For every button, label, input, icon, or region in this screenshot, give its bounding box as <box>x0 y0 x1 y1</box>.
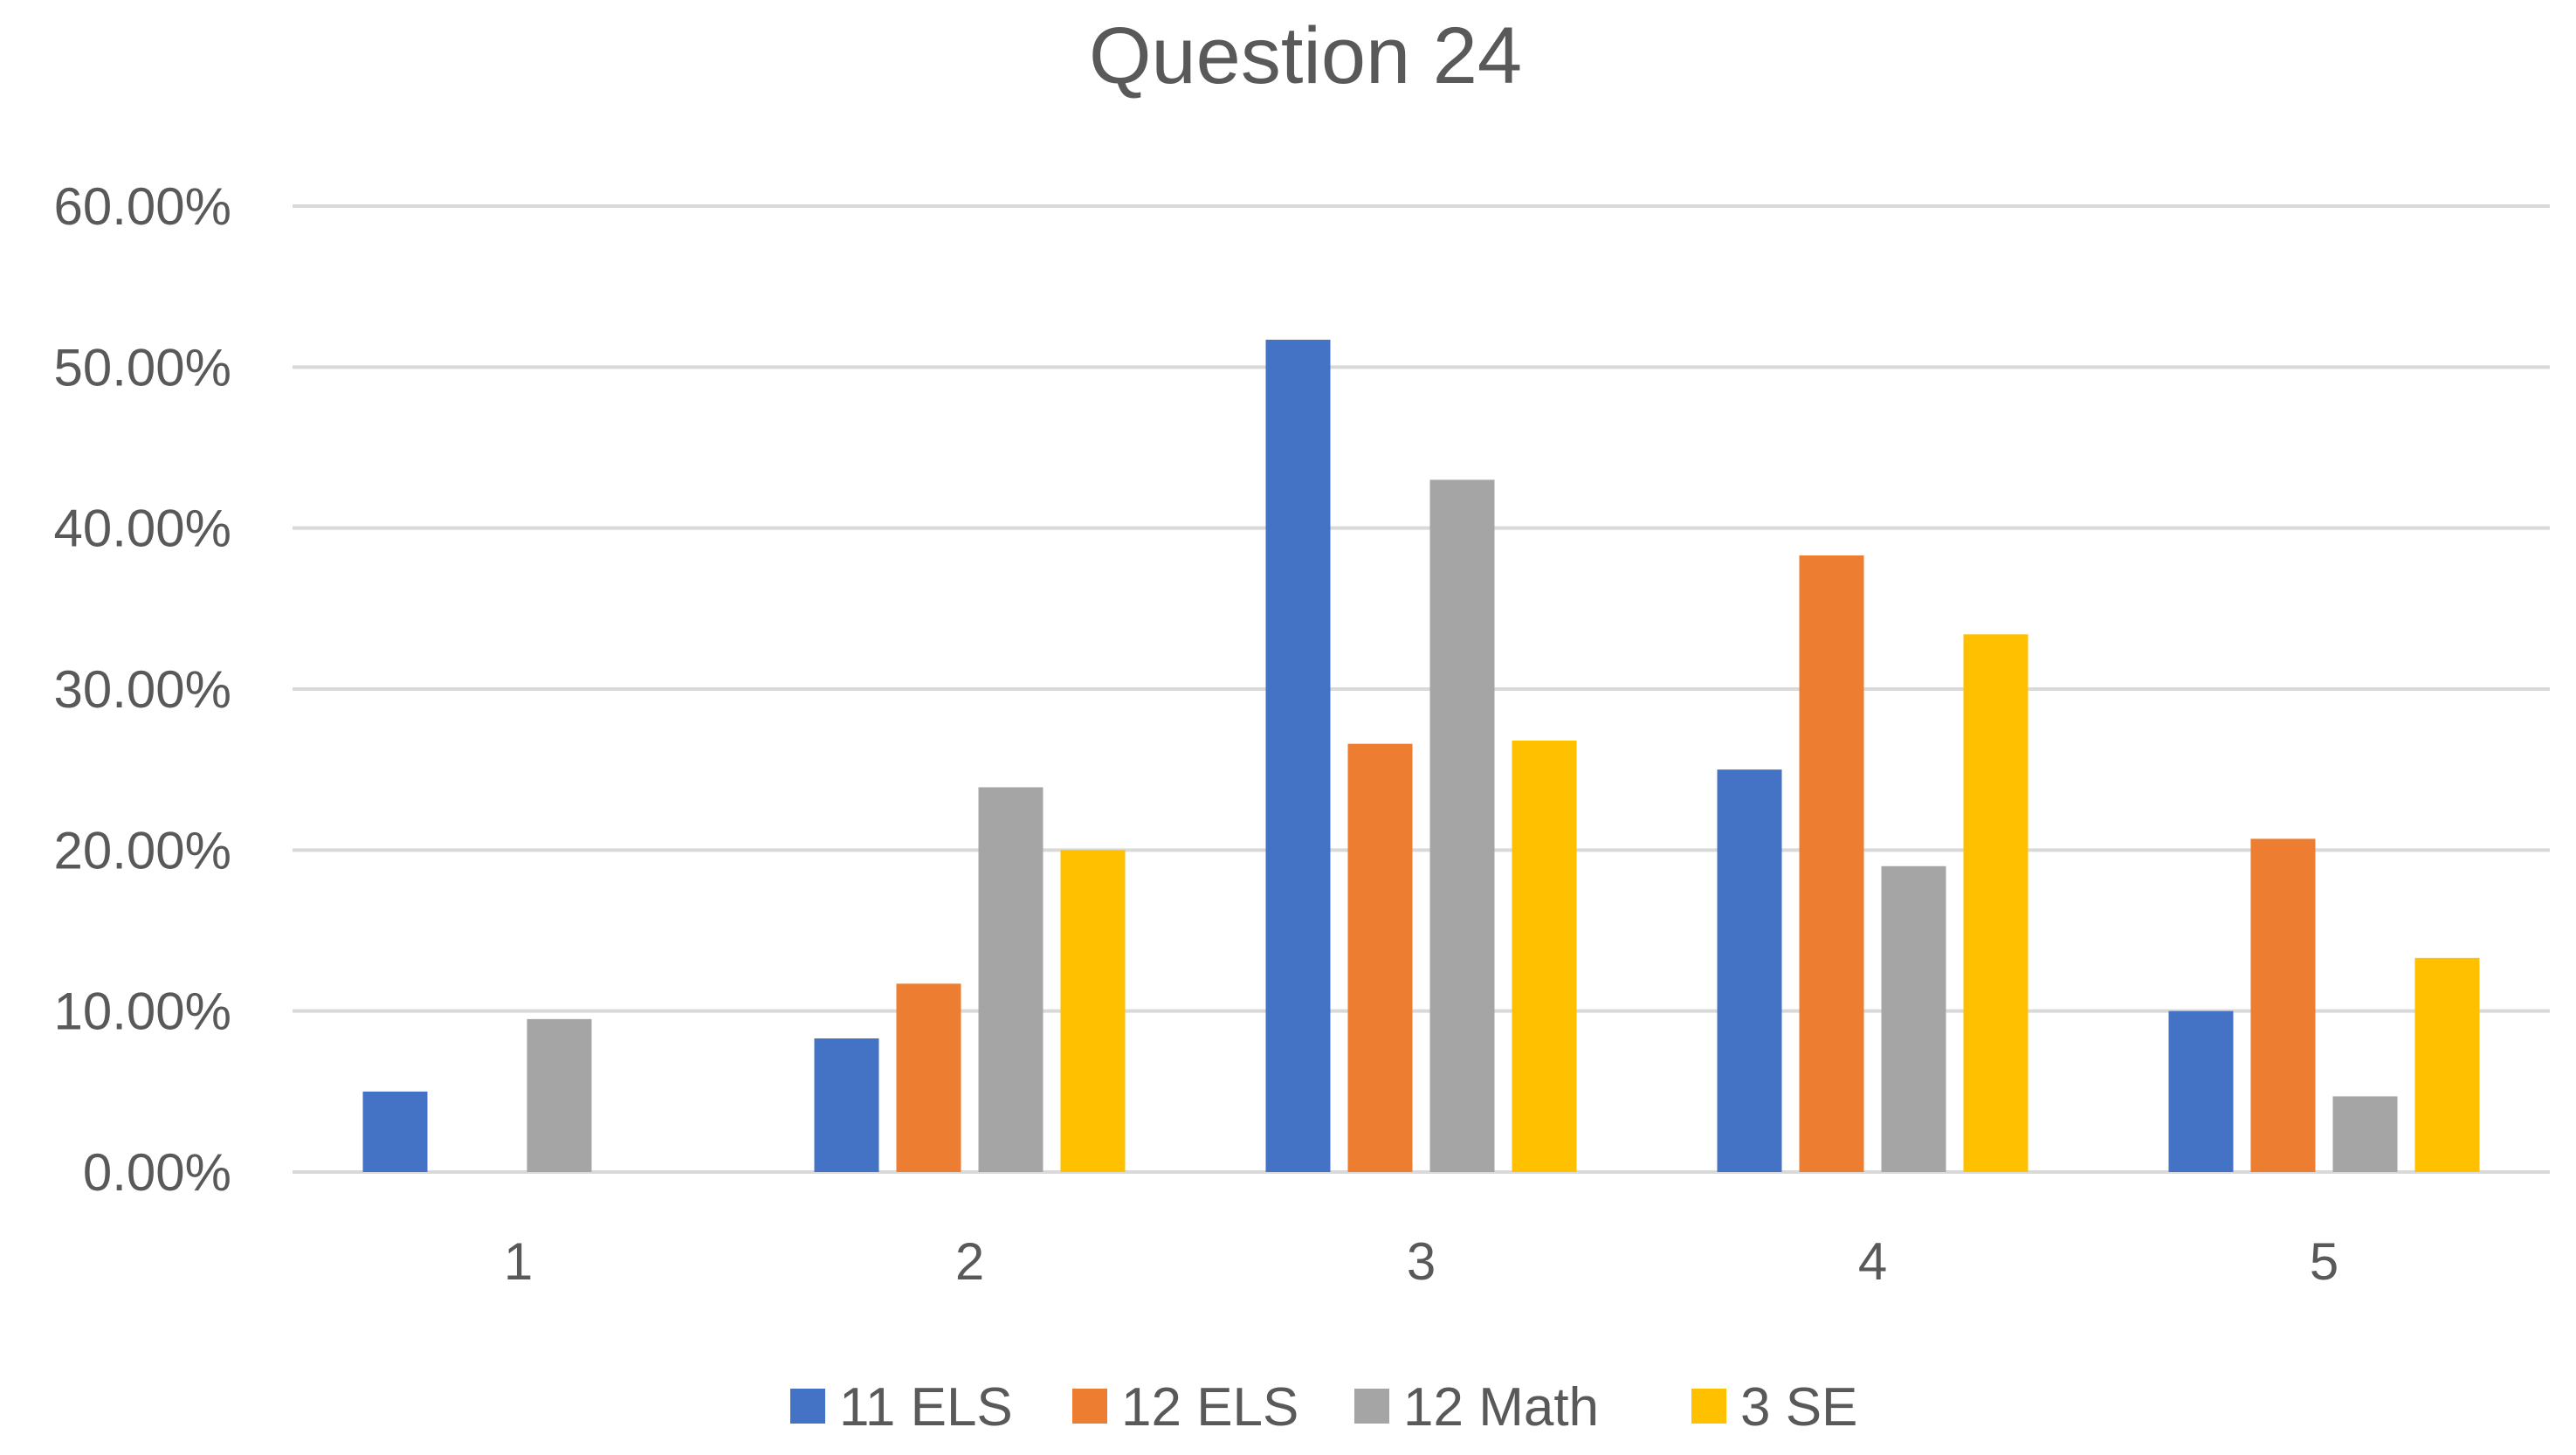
y-tick-label: 20.00% <box>54 821 232 879</box>
bar-12-math-cat-3 <box>1429 479 1495 1172</box>
x-tick-label: 5 <box>2310 1232 2338 1291</box>
bar-3-se-cat-2 <box>1060 850 1126 1172</box>
bar-11-els-cat-1 <box>362 1091 428 1172</box>
chart-title: Question 24 <box>1089 11 1522 100</box>
bar-12-math-cat-1 <box>527 1018 592 1172</box>
bar-12-math-cat-2 <box>978 787 1043 1172</box>
bar-11-els-cat-2 <box>814 1038 879 1172</box>
legend-swatch <box>1354 1389 1389 1424</box>
legend-item-3-se: 3 SE <box>1691 1377 1857 1438</box>
y-tick-label: 30.00% <box>54 660 232 719</box>
bar-11-els-cat-5 <box>2168 1010 2234 1172</box>
gridlines <box>293 204 2550 1174</box>
y-tick-label: 60.00% <box>54 177 232 236</box>
x-tick-label: 2 <box>955 1232 984 1291</box>
bar-3-se-cat-4 <box>1963 634 2028 1172</box>
legend-label: 11 ELS <box>839 1377 1013 1438</box>
legend-label: 12 ELS <box>1121 1377 1298 1438</box>
legend-label: 12 Math <box>1403 1377 1599 1438</box>
legend-item-11-els: 11 ELS <box>790 1377 1013 1438</box>
legend-swatch <box>1691 1389 1726 1424</box>
bar-3-se-cat-3 <box>1512 740 1577 1172</box>
bar-12-els-cat-4 <box>1799 555 1864 1172</box>
y-tick-label: 50.00% <box>54 338 232 397</box>
y-axis-tick-labels: 0.00% 10.00% 20.00% 30.00% 40.00% 50.00% 60.00… <box>54 177 232 1202</box>
y-tick-label: 0.00% <box>83 1143 231 1202</box>
legend: 11 ELS 12 ELS 12 Math 3 SE <box>790 1377 1857 1438</box>
bar-12-els-cat-2 <box>896 983 961 1172</box>
bar-12-els-cat-5 <box>2250 838 2316 1172</box>
x-tick-label: 1 <box>504 1232 533 1291</box>
y-tick-label: 10.00% <box>54 983 232 1041</box>
legend-swatch <box>790 1389 825 1424</box>
x-axis-tick-labels: 1 2 3 4 5 <box>504 1232 2338 1291</box>
bar-11-els-cat-4 <box>1717 769 1782 1172</box>
y-tick-label: 40.00% <box>54 500 232 558</box>
legend-item-12-math: 12 Math <box>1354 1377 1599 1438</box>
bar-3-se-cat-5 <box>2414 957 2480 1172</box>
bar-12-math-cat-5 <box>2332 1096 2398 1172</box>
x-tick-label: 3 <box>1407 1232 1436 1291</box>
legend-swatch <box>1072 1389 1107 1424</box>
bar-11-els-cat-3 <box>1265 339 1331 1172</box>
bar-12-math-cat-4 <box>1881 865 1946 1172</box>
legend-label: 3 SE <box>1740 1377 1857 1438</box>
x-tick-label: 4 <box>1858 1232 1887 1291</box>
bars <box>362 339 2480 1172</box>
legend-item-12-els: 12 ELS <box>1072 1377 1298 1438</box>
bar-12-els-cat-3 <box>1347 743 1413 1172</box>
